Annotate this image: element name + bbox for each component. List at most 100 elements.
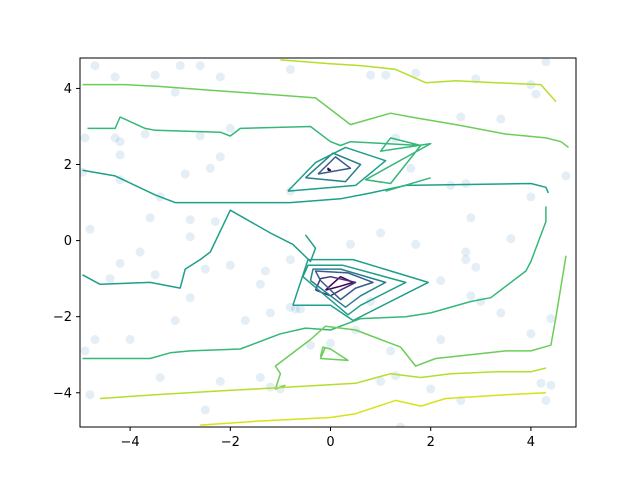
scatter-point — [466, 213, 476, 223]
scatter-point — [541, 58, 551, 67]
scatter-point — [306, 340, 315, 350]
plot-frame — [79, 57, 577, 428]
contour-line — [82, 169, 550, 204]
scatter-point — [140, 129, 150, 139]
scatter-point — [426, 384, 436, 394]
scatter-points — [80, 58, 571, 427]
contour-line — [200, 392, 546, 426]
contour-line — [292, 258, 429, 322]
scatter-point — [80, 346, 90, 356]
scatter-point — [185, 293, 195, 303]
scatter-point — [496, 308, 506, 318]
x-tick-label: 2 — [427, 435, 435, 450]
contour-line — [87, 116, 432, 185]
contour-line — [82, 83, 569, 148]
scatter-point — [110, 133, 120, 143]
scatter-point — [496, 114, 506, 124]
contour-line — [274, 255, 567, 390]
x-tick-label: −4 — [121, 435, 140, 450]
scatter-point — [200, 405, 210, 415]
scatter-point — [376, 228, 386, 238]
scatter-point — [285, 255, 295, 265]
scatter-point — [526, 329, 536, 339]
scatter-point — [461, 255, 471, 265]
scatter-point — [436, 276, 446, 285]
scatter-point — [210, 217, 220, 227]
scatter-point — [225, 260, 235, 270]
scatter-point — [396, 422, 406, 427]
scatter-point — [346, 239, 355, 249]
scatter-point — [85, 224, 95, 234]
scatter-point — [265, 308, 275, 318]
contour-line — [319, 346, 349, 362]
scatter-point — [180, 169, 190, 179]
scatter-point — [456, 112, 466, 122]
y-tick-label: −4 — [53, 386, 72, 401]
scatter-point — [546, 380, 556, 390]
scatter-point — [536, 378, 546, 388]
scatter-point — [115, 150, 125, 160]
scatter-point — [215, 152, 225, 162]
scatter-point — [150, 70, 160, 80]
scatter-point — [466, 291, 476, 301]
contour-line — [385, 177, 431, 192]
y-axis: −4 −2 0 2 4 — [53, 82, 80, 401]
scatter-point — [506, 234, 516, 244]
scatter-point — [170, 87, 180, 97]
contour-line — [287, 146, 387, 192]
scatter-point — [386, 346, 396, 356]
scatter-point — [105, 274, 115, 284]
scatter-point — [541, 395, 551, 405]
contour-line — [327, 167, 332, 171]
scatter-point — [205, 163, 215, 173]
scatter-point — [215, 376, 225, 386]
x-tick-label: 0 — [326, 435, 334, 450]
contour-line — [82, 206, 547, 360]
scatter-point — [406, 163, 416, 173]
scatter-point — [290, 304, 300, 314]
scatter-point — [90, 61, 100, 71]
scatter-point — [255, 373, 265, 382]
scatter-point — [175, 61, 185, 71]
scatter-point — [285, 64, 295, 74]
contour-line — [302, 264, 407, 316]
scatter-point — [366, 70, 376, 80]
scatter-point — [185, 215, 195, 225]
x-axis: −4 −2 0 2 4 — [121, 427, 535, 450]
contour-line — [99, 367, 547, 400]
scatter-point — [195, 131, 205, 141]
scatter-point — [200, 264, 210, 274]
scatter-point — [531, 89, 541, 99]
scatter-point — [110, 72, 120, 82]
scatter-point — [376, 376, 386, 386]
scatter-point — [326, 338, 335, 348]
scatter-point — [155, 373, 165, 382]
scatter-point — [391, 371, 401, 381]
scatter-point — [80, 133, 90, 143]
scatter-point — [411, 68, 421, 78]
y-tick-label: 4 — [64, 82, 72, 97]
y-tick-label: −2 — [53, 310, 72, 325]
scatter-point — [381, 70, 391, 80]
scatter-point — [411, 239, 421, 249]
y-tick-label: 2 — [64, 158, 72, 173]
scatter-point — [526, 192, 536, 202]
scatter-point — [170, 316, 180, 325]
scatter-point — [260, 266, 270, 276]
scatter-point — [295, 304, 305, 314]
contour-line — [304, 152, 362, 183]
scatter-point — [90, 335, 100, 344]
scatter-point — [471, 262, 481, 272]
x-tick-label: −2 — [221, 435, 240, 450]
scatter-point — [240, 316, 250, 325]
scatter-point — [115, 258, 125, 268]
x-tick-label: 4 — [527, 435, 535, 450]
contour-line — [314, 270, 374, 301]
y-tick-label: 0 — [64, 234, 72, 249]
contour-line — [82, 209, 317, 289]
scatter-point — [225, 123, 235, 133]
contour-line — [280, 59, 557, 103]
scatter-point — [145, 213, 155, 223]
